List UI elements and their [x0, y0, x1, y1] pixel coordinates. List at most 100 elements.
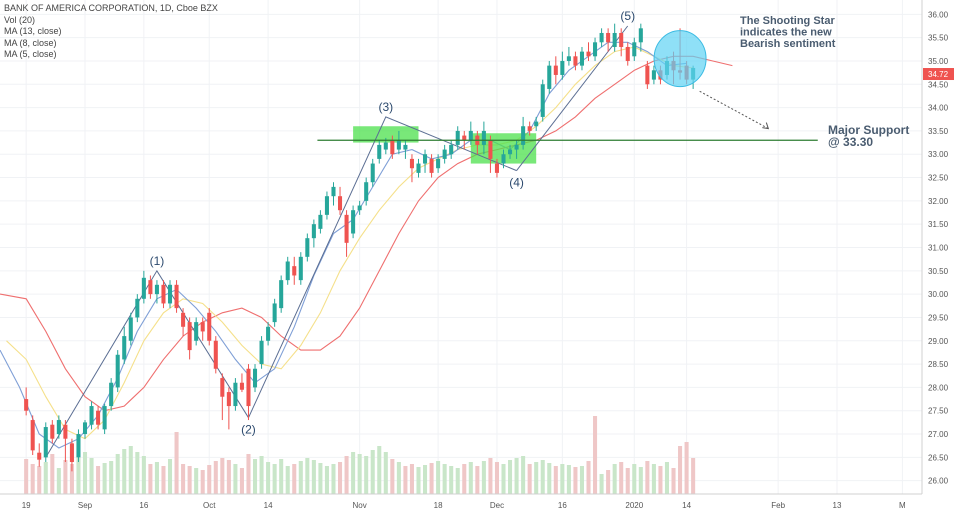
time-tick-label: Oct — [203, 501, 216, 510]
volume-bar — [161, 466, 166, 494]
volume-bar — [508, 460, 513, 494]
volume-bar — [298, 461, 303, 494]
volume-bar — [109, 461, 114, 494]
price-tick-label: 30.50 — [928, 267, 949, 276]
volume-bar — [390, 459, 395, 494]
price-tag — [923, 68, 954, 81]
candle-body — [279, 280, 284, 309]
candle-body — [390, 140, 395, 155]
volume-bar — [514, 458, 519, 494]
study-vol: Vol (20) — [4, 14, 36, 25]
candle-body — [220, 378, 225, 397]
volume-bar — [475, 466, 480, 494]
candle-body — [213, 340, 218, 369]
volume-bar — [141, 456, 146, 494]
price-tick-label: 31.00 — [928, 244, 949, 253]
price-tick-label: 28.50 — [928, 360, 949, 369]
volume-bar — [252, 459, 258, 494]
volume-bar — [69, 464, 74, 494]
volume-bar — [534, 462, 539, 494]
volume-bar — [233, 464, 238, 494]
volume-bar — [128, 446, 133, 494]
candle-body — [638, 28, 643, 43]
volume-bar — [246, 454, 251, 494]
time-tick-label: 18 — [434, 501, 443, 510]
candle-body — [50, 424, 55, 439]
volume-bar — [416, 467, 421, 494]
volume-bar — [364, 456, 369, 494]
candle-body — [82, 422, 88, 435]
volume-bar — [501, 464, 506, 494]
price-tick-label: 27.50 — [928, 407, 949, 416]
volume-bar — [436, 461, 441, 494]
candle-body — [167, 284, 173, 304]
volume-bar — [96, 466, 101, 494]
price-tick-label: 26.50 — [928, 453, 949, 462]
ma13-line — [0, 55, 733, 412]
candle-body — [128, 317, 133, 341]
candle-body — [573, 56, 578, 66]
grid — [0, 0, 922, 494]
volume-bar — [645, 461, 650, 494]
price-tick-label: 33.00 — [928, 150, 949, 159]
volume-bar — [24, 459, 29, 494]
candle-body — [377, 144, 382, 159]
volume-bar — [239, 468, 244, 494]
candle-body — [109, 382, 114, 407]
candle-body — [115, 354, 120, 388]
candle-body — [266, 326, 271, 341]
candle-body — [481, 130, 486, 145]
candle-body — [324, 196, 329, 215]
volume-bar — [573, 467, 578, 494]
volume-bar — [331, 464, 336, 494]
price-tick-label: 34.00 — [928, 104, 949, 113]
candle-body — [651, 70, 656, 80]
candle-body — [442, 149, 447, 159]
moving-averages — [0, 41, 733, 449]
volume-bar — [259, 456, 264, 494]
candle-body — [285, 261, 290, 281]
candle-body — [89, 406, 94, 425]
candle-body — [579, 51, 584, 66]
price-tick-label: 34.50 — [928, 80, 949, 89]
wave-label: (3) — [378, 100, 393, 114]
candle-body — [501, 154, 506, 164]
candle-body — [364, 182, 369, 201]
candle-body — [161, 284, 166, 304]
candle-body — [612, 32, 617, 47]
volume-bar — [671, 468, 676, 494]
study-ma13: MA (13, close) — [4, 26, 62, 36]
volume-bar — [468, 462, 473, 494]
candle-body — [76, 434, 81, 458]
volume-bar — [481, 461, 486, 494]
price-tick-label: 30.00 — [928, 290, 949, 299]
time-tick-label: 19 — [22, 501, 31, 510]
volume-bar — [494, 462, 499, 494]
candle-body — [318, 214, 323, 229]
price-tick-label: 33.50 — [928, 127, 949, 136]
volume-bar — [409, 464, 414, 494]
candle-body — [599, 32, 604, 43]
price-tick-label: 31.50 — [928, 220, 949, 229]
volume-bar — [553, 466, 558, 494]
candle-body — [272, 303, 277, 323]
volume-bar — [213, 461, 218, 494]
volume-bar — [344, 456, 349, 494]
price-tick-label: 32.50 — [928, 174, 949, 183]
candle-body — [233, 382, 238, 407]
projection-arrow — [699, 90, 769, 130]
candle-body — [311, 224, 316, 239]
volume-bar — [632, 464, 637, 494]
time-tick-label: Feb — [771, 501, 785, 510]
candle-body — [462, 135, 467, 141]
wave-line — [45, 269, 249, 458]
candle-body — [298, 256, 303, 281]
volume-bar — [566, 465, 571, 494]
candle-body — [122, 336, 127, 360]
candle-body — [403, 144, 408, 150]
candle-body — [553, 65, 558, 75]
volume-bar — [82, 452, 88, 494]
volume-bar — [102, 463, 107, 494]
candle-body — [606, 32, 611, 43]
volume-bar — [684, 442, 689, 494]
